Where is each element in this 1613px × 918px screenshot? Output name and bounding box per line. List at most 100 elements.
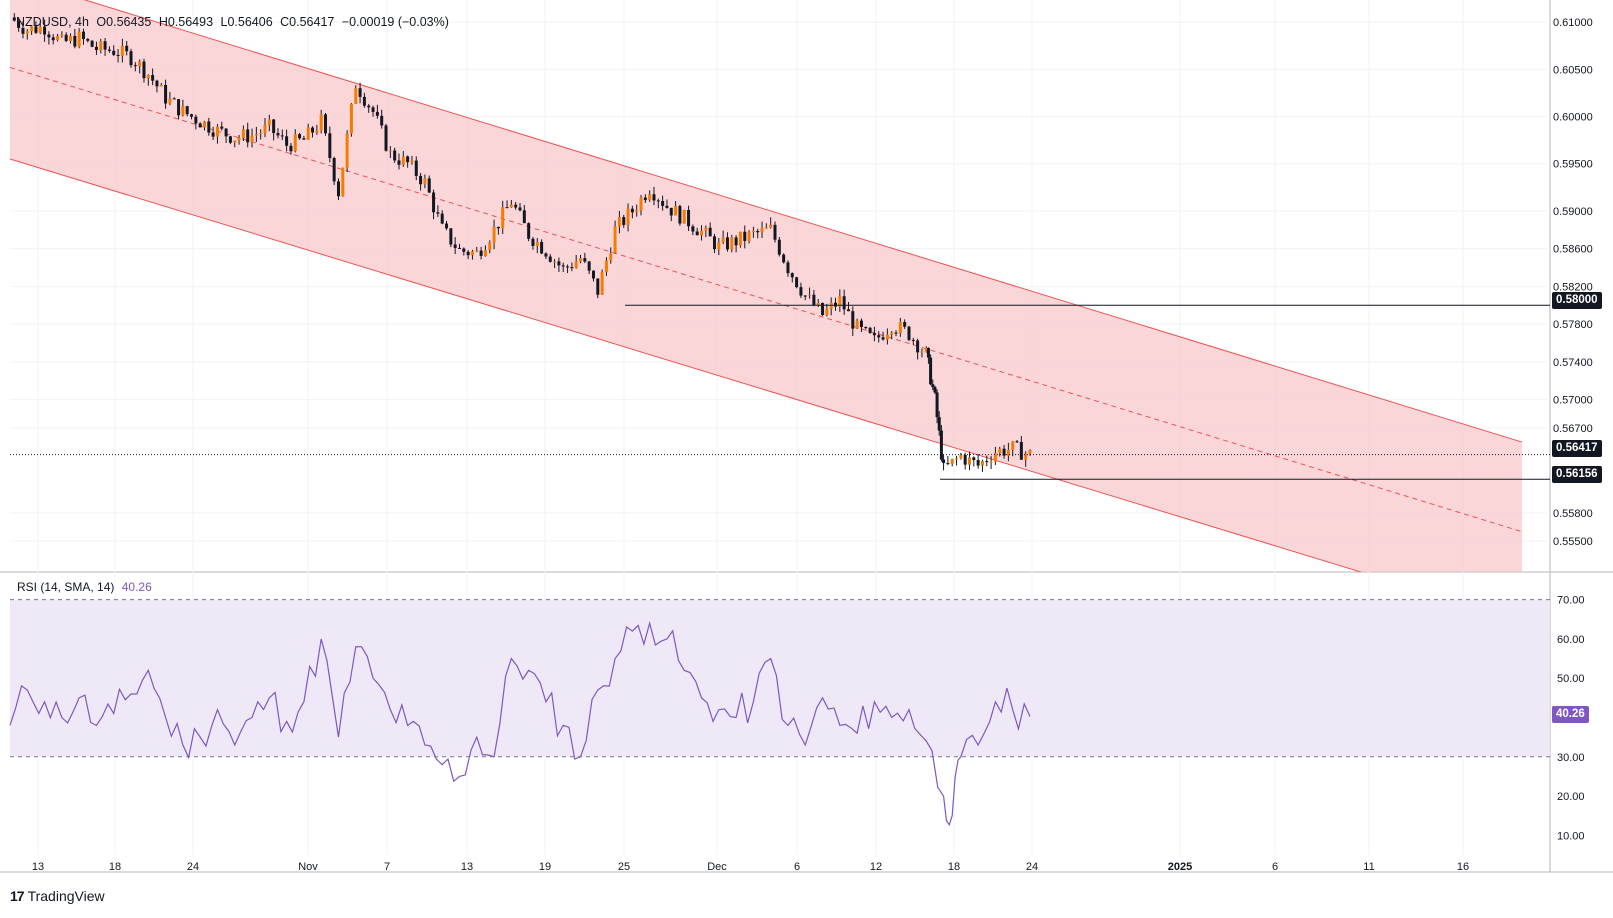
candle-body <box>557 261 561 266</box>
high-value: H0.56493 <box>158 15 214 29</box>
candle-body <box>181 106 185 116</box>
candle-body <box>950 458 954 464</box>
candle-body <box>276 133 280 136</box>
candle-body <box>483 249 487 256</box>
candle-body <box>479 250 483 256</box>
candle-body <box>1011 441 1015 450</box>
candle-body <box>440 213 444 224</box>
candle-body <box>449 228 453 245</box>
rsi-label: RSI (14, SMA, 14) <box>17 580 115 594</box>
candle-body <box>777 239 781 255</box>
candle-body <box>38 26 42 33</box>
candle-body <box>302 138 306 140</box>
price-tick-label: 0.58600 <box>1553 244 1593 256</box>
candle-body <box>926 347 930 358</box>
candle-body <box>931 384 935 387</box>
candle-body <box>942 459 946 464</box>
candle-body <box>237 137 241 141</box>
candle-body <box>751 231 755 233</box>
candle-body <box>872 332 876 336</box>
candle-body <box>924 347 928 352</box>
candle-body <box>661 200 665 206</box>
candle-body <box>367 105 371 108</box>
price-tag-056156: 0.56156 <box>1552 466 1602 483</box>
candle-body <box>747 231 751 241</box>
candle-body <box>129 51 133 66</box>
candle-body <box>211 132 215 137</box>
price-tick-label: 0.56700 <box>1553 423 1593 435</box>
candle-body <box>691 226 695 232</box>
candle-body <box>687 209 691 227</box>
candle-body <box>566 266 570 268</box>
candle-body <box>868 327 872 333</box>
candle-body <box>764 227 768 229</box>
candle-body <box>535 241 539 246</box>
time-tick-label: 18 <box>109 861 121 873</box>
candle-body <box>224 128 228 137</box>
candle-body <box>414 160 418 176</box>
candle-body <box>77 31 81 47</box>
candle-body <box>311 127 315 133</box>
candle-body <box>324 114 328 134</box>
candle-body <box>916 340 920 353</box>
brand-name: TradingView <box>27 888 105 904</box>
candle-body <box>725 237 729 250</box>
candle-body <box>929 357 933 385</box>
candle-body <box>466 251 470 256</box>
candle-body <box>241 129 245 138</box>
candle-body <box>56 35 60 41</box>
rsi-band <box>10 599 1550 757</box>
time-tick-label: 25 <box>618 861 630 873</box>
candle-body <box>898 322 902 333</box>
candle-body <box>384 125 388 151</box>
candle-body <box>177 99 181 116</box>
candle-body <box>665 205 669 208</box>
tradingview-brand[interactable]: 17 TradingView <box>10 888 105 904</box>
candle-body <box>107 49 111 51</box>
candle-body <box>743 231 747 241</box>
candle-body <box>540 241 544 254</box>
candle-body <box>267 119 271 125</box>
candle-body <box>457 247 461 249</box>
rsi-legend[interactable]: RSI (14, SMA, 14) 40.26 <box>17 580 152 594</box>
candle-body <box>587 261 591 271</box>
candle-body <box>674 206 678 216</box>
candle-body <box>168 98 172 104</box>
candle-body <box>1028 449 1032 454</box>
price-tick-label: 0.59000 <box>1553 206 1593 218</box>
candle-body <box>220 126 224 129</box>
candle-body <box>293 134 297 152</box>
rsi-line <box>9 620 1031 827</box>
candle-body <box>596 278 600 295</box>
candle-body <box>769 224 773 228</box>
candle-body <box>393 150 397 161</box>
candle-body <box>81 31 85 40</box>
candle-body <box>332 158 336 182</box>
candle-body <box>198 123 202 128</box>
candle-body <box>462 248 466 252</box>
rsi-tick-label: 60.00 <box>1557 634 1585 646</box>
time-tick-label: 24 <box>1026 861 1038 873</box>
candle-body <box>375 111 379 116</box>
candle-body <box>803 295 807 297</box>
candle-body <box>1024 453 1028 460</box>
candle-body <box>993 453 997 462</box>
candle-body <box>259 133 263 135</box>
time-tick-label: 6 <box>1272 861 1278 873</box>
candle-body <box>643 197 647 201</box>
price-tick-label: 0.60000 <box>1553 112 1593 124</box>
symbol-label[interactable]: NZDUSD, 4h <box>16 15 89 29</box>
candle-body <box>159 85 163 87</box>
candle-body <box>12 17 16 21</box>
rsi-tick-label: 50.00 <box>1557 673 1585 685</box>
axes: 0.61000 0.60500 0.60000 0.59500 0.59000 0.586… <box>32 17 1593 873</box>
candle-body <box>561 265 565 267</box>
candle-body <box>496 226 500 229</box>
low-value: L0.56406 <box>220 15 273 29</box>
rsi-value-tag: 40.26 <box>1552 706 1589 723</box>
time-tick-label: 13 <box>461 861 473 873</box>
candle-body <box>846 309 850 312</box>
candle-body <box>544 253 548 257</box>
candle-body <box>816 302 820 306</box>
